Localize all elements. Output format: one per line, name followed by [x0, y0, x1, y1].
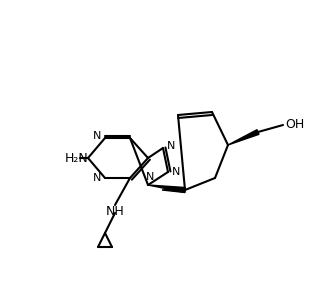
Text: N: N — [146, 172, 154, 182]
Text: N: N — [167, 141, 175, 151]
Text: N: N — [172, 167, 180, 177]
Text: N: N — [93, 131, 101, 141]
Text: OH: OH — [285, 119, 304, 131]
Text: H₂N: H₂N — [65, 151, 89, 164]
Polygon shape — [162, 188, 185, 193]
Text: N: N — [93, 173, 101, 183]
Polygon shape — [148, 185, 185, 193]
Polygon shape — [228, 130, 259, 145]
Text: NH: NH — [106, 205, 124, 218]
